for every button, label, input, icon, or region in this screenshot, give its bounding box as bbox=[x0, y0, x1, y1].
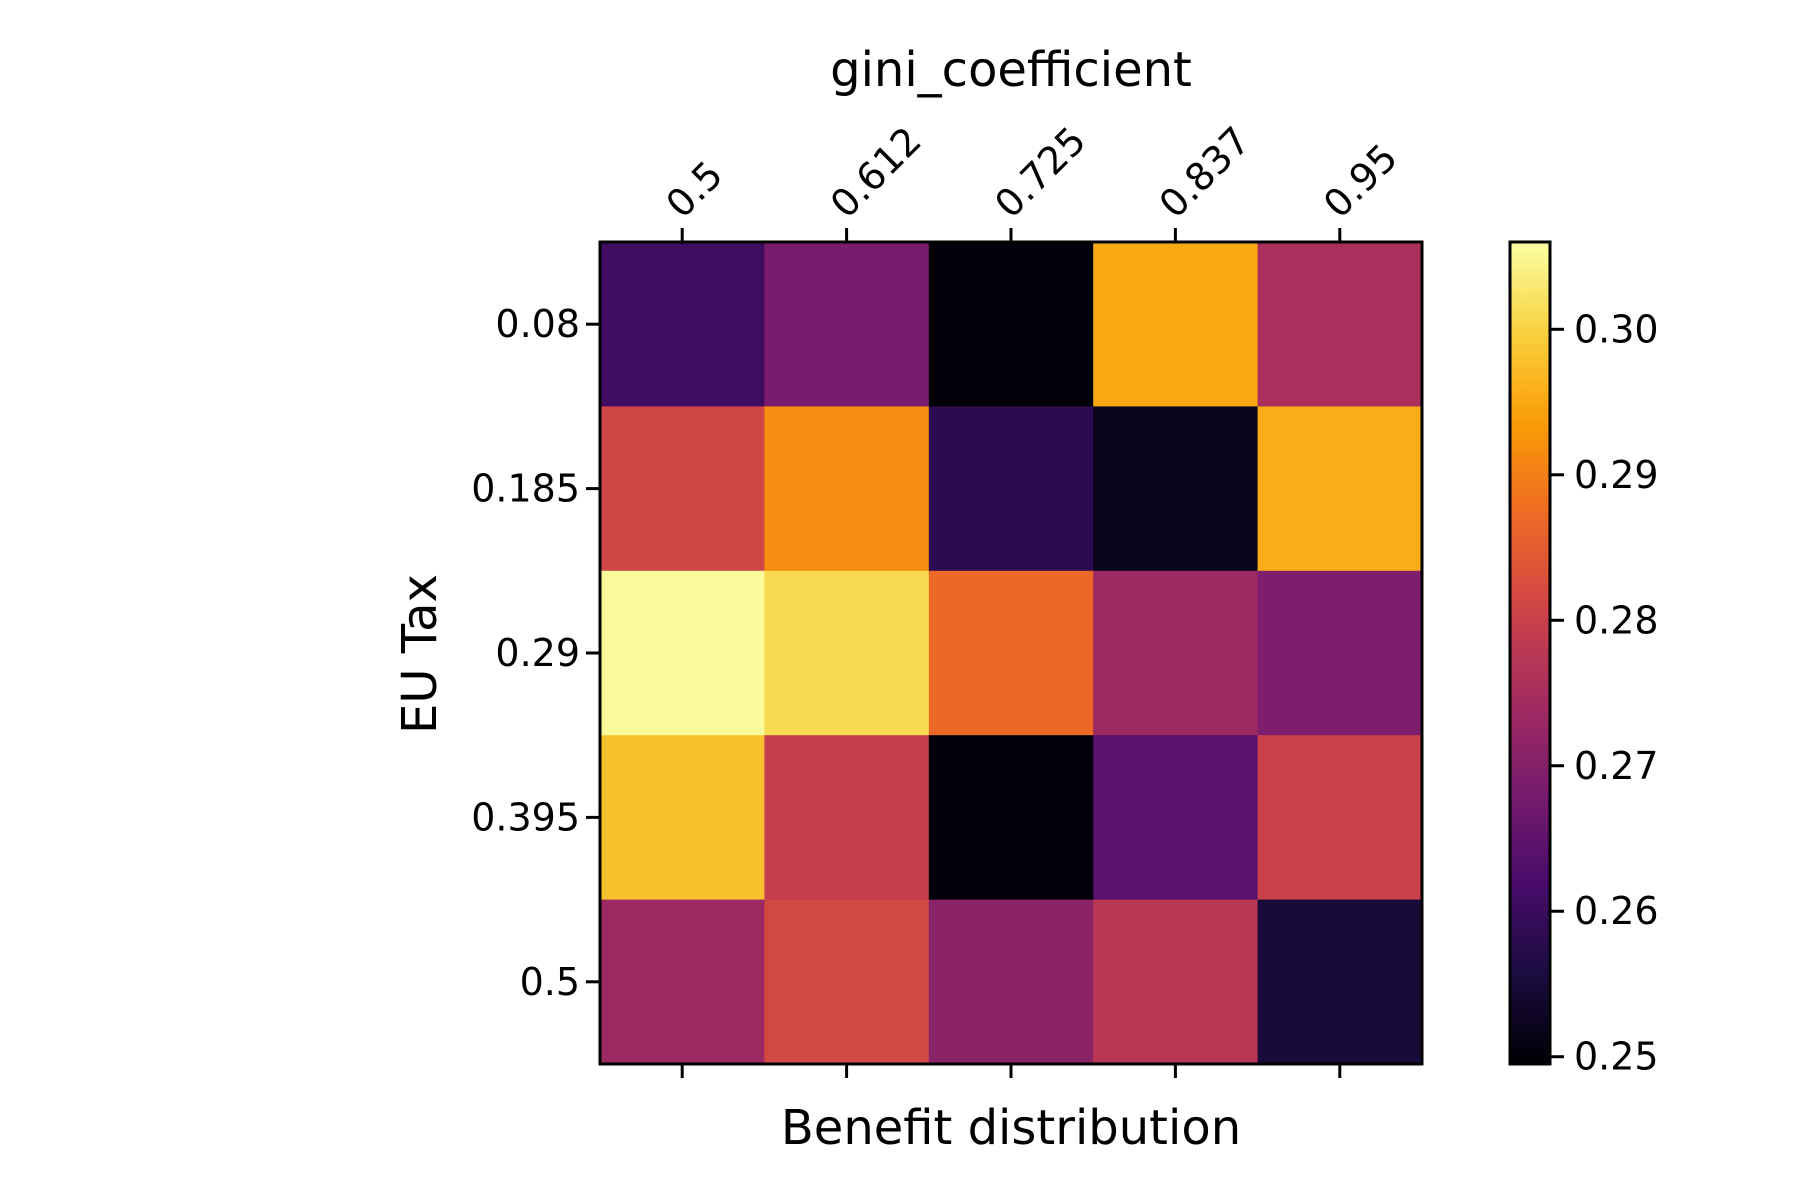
heatmap-cell bbox=[928, 406, 1094, 572]
heatmap-cell bbox=[600, 242, 765, 407]
heatmap-cell bbox=[1093, 570, 1259, 736]
heatmap-cells bbox=[600, 242, 1423, 1065]
y-axis-ticks: 0.08 0.185 0.29 0.395 0.5 bbox=[471, 302, 600, 1004]
colorbar-tick-label: 0.26 bbox=[1574, 889, 1659, 933]
x-tick-label: 0.5 bbox=[657, 153, 731, 227]
heatmap-cell bbox=[1093, 735, 1259, 901]
heatmap-cell bbox=[764, 406, 930, 572]
y-axis-title: EU Tax bbox=[392, 574, 448, 734]
heatmap-cell bbox=[928, 735, 1094, 901]
heatmap-cell bbox=[600, 899, 765, 1065]
colorbar-tick-label: 0.27 bbox=[1574, 744, 1659, 788]
colorbar-tick-label: 0.28 bbox=[1574, 598, 1659, 642]
y-tick-label: 0.29 bbox=[495, 631, 580, 675]
heatmap-cell bbox=[928, 899, 1094, 1065]
y-tick-label: 0.185 bbox=[471, 467, 580, 511]
heatmap-cell bbox=[928, 242, 1094, 407]
heatmap-cell bbox=[1257, 242, 1423, 407]
heatmap-cell bbox=[764, 570, 930, 736]
colorbar bbox=[1508, 240, 1552, 1066]
heatmap-cell bbox=[1257, 735, 1423, 901]
x-tick-label: 0.725 bbox=[986, 118, 1094, 226]
colorbar-tick-label: 0.25 bbox=[1574, 1035, 1659, 1079]
x-tick-label: 0.612 bbox=[822, 118, 930, 226]
y-tick-label: 0.5 bbox=[520, 960, 580, 1004]
heatmap-cell bbox=[600, 406, 765, 572]
heatmap-cell bbox=[1257, 899, 1423, 1065]
colorbar-tick-label: 0.30 bbox=[1574, 307, 1659, 351]
heatmap-cell bbox=[1257, 570, 1423, 736]
heatmap-cell bbox=[600, 570, 765, 736]
x-tick-label: 0.95 bbox=[1315, 135, 1406, 226]
heatmap-cell bbox=[1093, 242, 1259, 407]
y-tick-label: 0.395 bbox=[471, 795, 580, 839]
colorbar-ticks: 0.25 0.26 0.27 0.28 0.29 0.30 bbox=[1550, 307, 1659, 1079]
x-tick-label: 0.837 bbox=[1151, 118, 1259, 226]
chart-title: gini_coefficient bbox=[830, 42, 1192, 98]
colorbar-tick-label: 0.29 bbox=[1574, 453, 1659, 497]
heatmap-cell bbox=[764, 242, 930, 407]
heatmap-cell bbox=[764, 899, 930, 1065]
heatmap-cell bbox=[1093, 406, 1259, 572]
y-tick-label: 0.08 bbox=[495, 302, 580, 346]
heatmap-cell bbox=[764, 735, 930, 901]
heatmap-cell bbox=[600, 735, 765, 901]
heatmap-cell bbox=[928, 570, 1094, 736]
heatmap-cell bbox=[1093, 899, 1259, 1065]
heatmap-cell bbox=[1257, 406, 1423, 572]
x-axis-title: Benefit distribution bbox=[781, 1100, 1241, 1156]
